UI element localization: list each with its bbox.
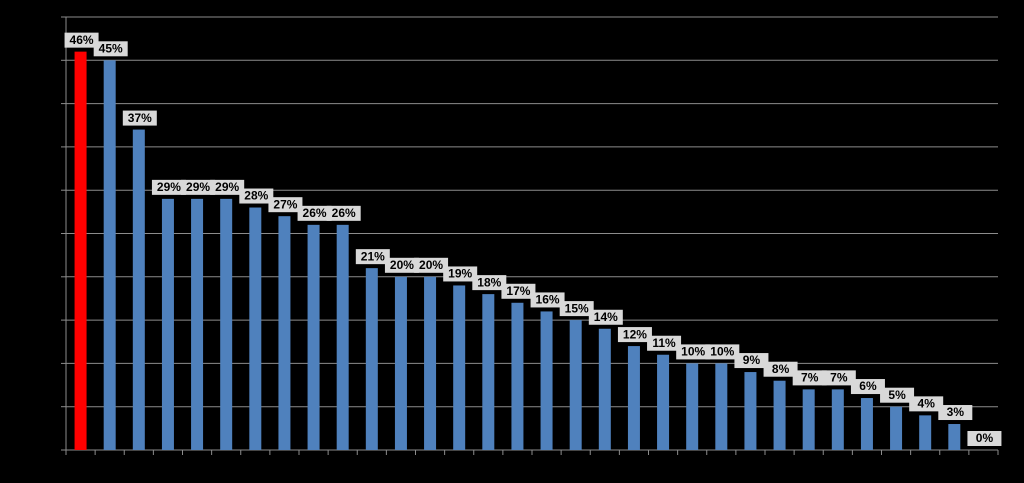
bar bbox=[191, 198, 204, 450]
data-label-box bbox=[268, 197, 303, 213]
bar bbox=[948, 424, 961, 450]
data-label-box bbox=[909, 396, 944, 412]
bar bbox=[103, 60, 116, 451]
data-label: 6% bbox=[859, 379, 877, 393]
bar bbox=[773, 380, 786, 450]
bar bbox=[220, 198, 233, 450]
bar bbox=[511, 302, 524, 450]
bar bbox=[919, 415, 932, 450]
data-label-box bbox=[64, 32, 99, 48]
data-label-box bbox=[443, 266, 478, 282]
data-label: 20% bbox=[419, 258, 443, 272]
bar bbox=[802, 389, 815, 450]
bar bbox=[627, 346, 640, 450]
data-label: 4% bbox=[918, 397, 936, 411]
data-label: 10% bbox=[710, 345, 734, 359]
data-label-box bbox=[239, 188, 274, 204]
data-label: 26% bbox=[332, 206, 356, 220]
data-label: 8% bbox=[772, 362, 790, 376]
data-label: 3% bbox=[947, 405, 965, 419]
data-label: 16% bbox=[536, 293, 560, 307]
data-label: 17% bbox=[506, 284, 530, 298]
data-label: 7% bbox=[830, 371, 848, 385]
data-label: 0% bbox=[976, 431, 994, 445]
bar bbox=[365, 268, 378, 450]
data-label: 29% bbox=[215, 180, 239, 194]
bar bbox=[831, 389, 844, 450]
data-label: 27% bbox=[273, 197, 297, 211]
data-label-box bbox=[210, 179, 245, 195]
data-label-box bbox=[151, 179, 186, 195]
data-label: 10% bbox=[681, 345, 705, 359]
bar bbox=[453, 285, 466, 450]
bar bbox=[424, 276, 437, 450]
data-label-box bbox=[122, 110, 157, 126]
data-label: 18% bbox=[477, 275, 501, 289]
bar bbox=[686, 363, 699, 450]
data-label: 20% bbox=[390, 258, 414, 272]
bar bbox=[249, 207, 262, 450]
bar bbox=[394, 276, 407, 450]
data-label-box bbox=[414, 257, 449, 273]
data-label: 19% bbox=[448, 267, 472, 281]
bar bbox=[540, 311, 553, 450]
data-label-box bbox=[501, 283, 536, 299]
bar bbox=[860, 398, 873, 450]
data-label: 37% bbox=[128, 111, 152, 125]
data-label: 5% bbox=[888, 388, 906, 402]
bar bbox=[482, 294, 495, 450]
data-label-box bbox=[763, 361, 798, 377]
data-label-box bbox=[880, 387, 915, 403]
bar bbox=[598, 328, 611, 450]
bar bbox=[715, 363, 728, 450]
data-label-box bbox=[93, 41, 128, 57]
data-label-box bbox=[530, 292, 565, 308]
bar bbox=[569, 320, 582, 450]
data-label-box bbox=[617, 327, 652, 343]
bar bbox=[744, 372, 757, 450]
data-label-box bbox=[705, 344, 740, 360]
data-label-box bbox=[588, 309, 623, 325]
data-label: 14% bbox=[594, 310, 618, 324]
bar bbox=[307, 224, 320, 450]
data-label: 46% bbox=[70, 33, 94, 47]
data-label-box bbox=[384, 257, 419, 273]
data-label-box bbox=[850, 379, 885, 395]
data-label-box bbox=[967, 431, 1002, 446]
data-label: 29% bbox=[186, 180, 210, 194]
data-label-box bbox=[297, 205, 332, 221]
bar bbox=[657, 354, 670, 450]
data-label: 26% bbox=[303, 206, 327, 220]
data-label-box bbox=[792, 370, 827, 386]
bar bbox=[336, 224, 349, 450]
data-label-box bbox=[734, 353, 769, 369]
data-label-box bbox=[326, 205, 361, 221]
bar bbox=[890, 406, 903, 450]
bar bbox=[278, 216, 291, 450]
data-label: 45% bbox=[99, 41, 123, 55]
data-label: 7% bbox=[801, 371, 819, 385]
data-label: 29% bbox=[157, 180, 181, 194]
bar bbox=[132, 129, 145, 450]
data-label-box bbox=[355, 249, 390, 265]
data-label: 21% bbox=[361, 249, 385, 263]
data-label: 11% bbox=[652, 336, 676, 350]
data-label-box bbox=[821, 370, 856, 386]
data-label: 28% bbox=[244, 189, 268, 203]
data-label-box bbox=[181, 179, 216, 195]
data-label-box bbox=[559, 301, 594, 317]
data-label: 12% bbox=[623, 327, 647, 341]
data-label-box bbox=[938, 405, 973, 421]
data-label-box bbox=[472, 275, 507, 291]
bar bbox=[74, 51, 87, 450]
data-label-box bbox=[647, 335, 682, 351]
bar bbox=[161, 198, 174, 450]
data-label: 15% bbox=[565, 301, 589, 315]
data-label: 9% bbox=[743, 353, 761, 367]
data-label-box bbox=[676, 344, 711, 360]
